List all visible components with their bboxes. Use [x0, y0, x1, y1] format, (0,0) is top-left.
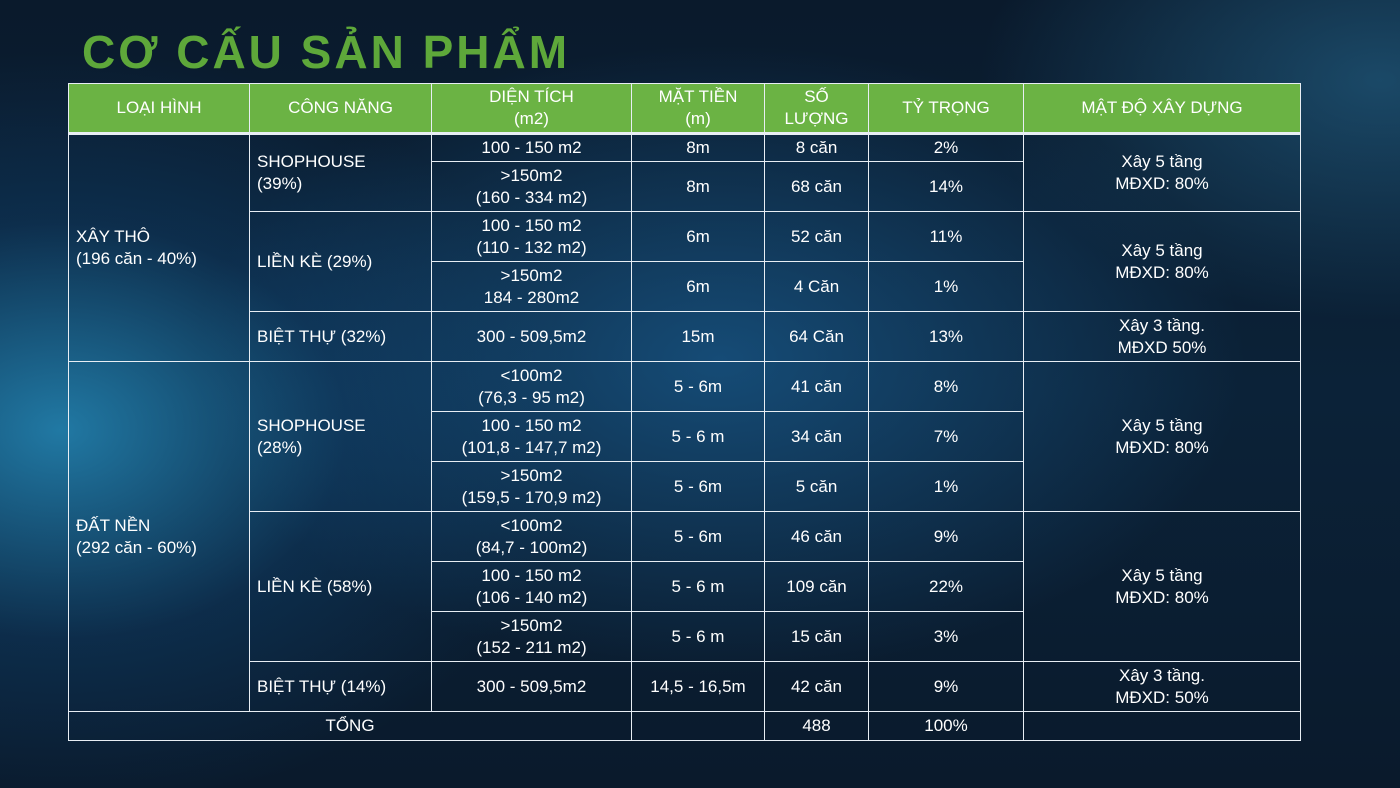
total-label: TỔNG: [68, 711, 632, 741]
ratio-cell: 22%: [868, 561, 1024, 612]
quantity-cell: 42 căn: [764, 661, 869, 712]
function-cell: LIỀN KÈ (29%): [249, 211, 432, 312]
header-cell-type: LOẠI HÌNH: [68, 83, 250, 135]
area-cell: 100 - 150 m2: [431, 133, 632, 162]
function-cell: SHOPHOUSE (28%): [249, 361, 432, 512]
frontage-cell: 5 - 6 m: [631, 411, 765, 462]
ratio-cell: 8%: [868, 361, 1024, 412]
header-cell-area: DIỆN TÍCH (m2): [431, 83, 632, 135]
table-row: >150m2 184 - 280m2 6m 4 Căn 1%: [69, 261, 1301, 312]
table-row: 100 - 150 m2 (106 - 140 m2) 5 - 6 m 109 …: [69, 561, 1301, 612]
frontage-cell: 6m: [631, 261, 765, 312]
quantity-cell: 8 căn: [764, 133, 869, 162]
density-cell: Xây 5 tầng MĐXD: 80%: [1023, 511, 1301, 662]
density-cell: Xây 5 tầng MĐXD: 80%: [1023, 361, 1301, 512]
density-cell: Xây 5 tầng MĐXD: 80%: [1023, 211, 1301, 312]
quantity-cell: 5 căn: [764, 461, 869, 512]
frontage-cell: 8m: [631, 161, 765, 212]
total-density-cell: [1023, 711, 1301, 741]
total-frontage-cell: [631, 711, 765, 741]
frontage-cell: 5 - 6 m: [631, 561, 765, 612]
header-cell-ratio: TỶ TRỌNG: [868, 83, 1024, 135]
area-cell: 100 - 150 m2 (101,8 - 147,7 m2): [431, 411, 632, 462]
function-cell: SHOPHOUSE (39%): [249, 133, 432, 212]
quantity-cell: 64 Căn: [764, 311, 869, 362]
table-row: BIỆT THỰ (32%) 300 - 509,5m2 15m 64 Căn …: [69, 311, 1301, 362]
quantity-cell: 68 căn: [764, 161, 869, 212]
area-cell: 100 - 150 m2 (110 - 132 m2): [431, 211, 632, 262]
group-cell-raw-build: XÂY THÔ (196 căn - 40%): [68, 133, 250, 362]
function-cell: BIỆT THỰ (14%): [249, 661, 432, 712]
table-row: >150m2 (159,5 - 170,9 m2) 5 - 6m 5 căn 1…: [69, 461, 1301, 512]
total-quantity: 488: [764, 711, 869, 741]
ratio-cell: 7%: [868, 411, 1024, 462]
frontage-cell: 5 - 6m: [631, 361, 765, 412]
table-row: BIỆT THỰ (14%) 300 - 509,5m2 14,5 - 16,5…: [69, 661, 1301, 712]
function-cell: LIỀN KÈ (58%): [249, 511, 432, 662]
area-cell: >150m2 184 - 280m2: [431, 261, 632, 312]
table-row: LIỀN KÈ (29%) 100 - 150 m2 (110 - 132 m2…: [69, 211, 1301, 312]
quantity-cell: 15 căn: [764, 611, 869, 662]
area-cell: >150m2 (160 - 334 m2): [431, 161, 632, 212]
ratio-cell: 2%: [868, 133, 1024, 162]
quantity-cell: 4 Căn: [764, 261, 869, 312]
header-row: LOẠI HÌNH CÔNG NĂNG DIỆN TÍCH (m2) MẶT T…: [68, 83, 1301, 135]
table-row: >150m2 (152 - 211 m2) 5 - 6 m 15 căn 3%: [69, 611, 1301, 662]
ratio-cell: 11%: [868, 211, 1024, 262]
area-cell: >150m2 (152 - 211 m2): [431, 611, 632, 662]
quantity-cell: 46 căn: [764, 511, 869, 562]
table-row: ĐẤT NỀN (292 căn - 60%) SHOPHOUSE (28%) …: [68, 361, 1301, 712]
frontage-cell: 5 - 6m: [631, 461, 765, 512]
frontage-cell: 5 - 6m: [631, 511, 765, 562]
area-cell: 300 - 509,5m2: [431, 311, 632, 362]
area-cell: 300 - 509,5m2: [431, 661, 632, 712]
total-ratio: 100%: [868, 711, 1024, 741]
ratio-cell: 1%: [868, 261, 1024, 312]
quantity-cell: 34 căn: [764, 411, 869, 462]
header-cell-function: CÔNG NĂNG: [249, 83, 432, 135]
ratio-cell: 1%: [868, 461, 1024, 512]
frontage-cell: 14,5 - 16,5m: [631, 661, 765, 712]
table-row: XÂY THÔ (196 căn - 40%) SHOPHOUSE (39%) …: [68, 133, 1301, 362]
area-cell: <100m2 (76,3 - 95 m2): [431, 361, 632, 412]
function-cell: BIỆT THỰ (32%): [249, 311, 432, 362]
table-row: >150m2 (160 - 334 m2) 8m 68 căn 14%: [69, 161, 1301, 212]
table-row: 100 - 150 m2 (101,8 - 147,7 m2) 5 - 6 m …: [69, 411, 1301, 462]
frontage-cell: 6m: [631, 211, 765, 262]
header-cell-density: MẬT ĐỘ XÂY DỰNG: [1023, 83, 1301, 135]
ratio-cell: 14%: [868, 161, 1024, 212]
group-cell-land-plot: ĐẤT NỀN (292 căn - 60%): [68, 361, 250, 712]
header-cell-frontage: MẶT TIỀN (m): [631, 83, 765, 135]
ratio-cell: 13%: [868, 311, 1024, 362]
ratio-cell: 9%: [868, 511, 1024, 562]
quantity-cell: 41 căn: [764, 361, 869, 412]
table-row: LIỀN KÈ (58%) <100m2 (84,7 - 100m2) 5 - …: [69, 511, 1301, 662]
density-cell: Xây 3 tầng. MĐXD: 50%: [1023, 661, 1301, 712]
ratio-cell: 9%: [868, 661, 1024, 712]
frontage-cell: 15m: [631, 311, 765, 362]
quantity-cell: 52 căn: [764, 211, 869, 262]
header-cell-quantity: SỐ LƯỢNG: [764, 83, 869, 135]
area-cell: <100m2 (84,7 - 100m2): [431, 511, 632, 562]
total-row: TỔNG 488 100%: [68, 711, 1301, 741]
area-cell: >150m2 (159,5 - 170,9 m2): [431, 461, 632, 512]
frontage-cell: 8m: [631, 133, 765, 162]
area-cell: 100 - 150 m2 (106 - 140 m2): [431, 561, 632, 612]
density-cell: Xây 5 tầng MĐXD: 80%: [1023, 133, 1301, 212]
page-title: CƠ CẤU SẢN PHẨM: [82, 26, 571, 78]
ratio-cell: 3%: [868, 611, 1024, 662]
density-cell: Xây 3 tầng. MĐXD 50%: [1023, 311, 1301, 362]
frontage-cell: 5 - 6 m: [631, 611, 765, 662]
quantity-cell: 109 căn: [764, 561, 869, 612]
product-structure-table: LOẠI HÌNH CÔNG NĂNG DIỆN TÍCH (m2) MẶT T…: [68, 83, 1301, 741]
